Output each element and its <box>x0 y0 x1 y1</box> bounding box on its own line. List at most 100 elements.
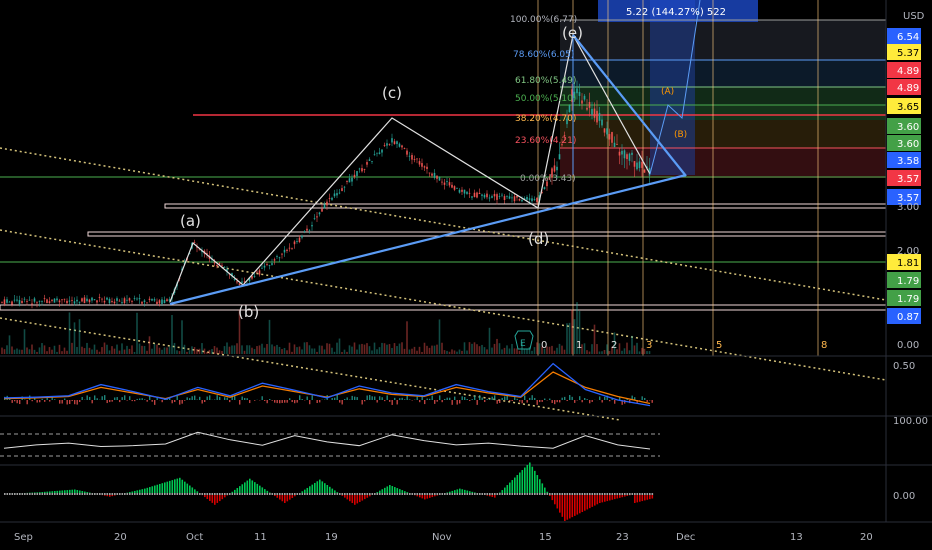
y-axis-label: 3.00 <box>897 202 919 213</box>
volume-bar <box>436 344 438 354</box>
volume-bar <box>128 348 131 354</box>
momentum-zero-dot <box>421 493 424 495</box>
price-badge <box>887 118 921 134</box>
momentum-zero-dot <box>21 493 24 495</box>
macd-pane <box>3 362 653 407</box>
candle-body <box>291 248 293 250</box>
macd-histogram-bar <box>641 396 643 400</box>
volume-bar <box>16 348 18 354</box>
momentum-bar <box>141 489 144 494</box>
candle-body <box>646 166 648 169</box>
price-badge-value: 4.89 <box>897 66 919 77</box>
candle-body <box>108 298 111 304</box>
price-badge <box>887 272 921 288</box>
candle-body <box>488 197 491 199</box>
momentum-bar <box>284 494 286 503</box>
momentum-zero-dot <box>231 493 234 495</box>
event-marker[interactable]: E <box>514 330 534 350</box>
candle-body <box>296 241 298 242</box>
candle-body <box>483 194 486 198</box>
momentum-zero-dot <box>651 493 654 495</box>
x-axis: Sep 20 Oct 11 19 Nov 15 23 Dec 13 20 <box>14 532 873 543</box>
momentum-bar <box>84 491 86 494</box>
macd-histogram-bar <box>301 399 303 400</box>
macd-histogram-bar <box>41 398 43 400</box>
momentum-bar <box>421 494 424 499</box>
volume-bar <box>221 350 223 354</box>
momentum-bar <box>404 491 406 494</box>
macd-histogram-bar <box>141 398 143 400</box>
candle-body <box>38 300 41 302</box>
momentum-zero-dot <box>294 493 296 495</box>
momentum-bar <box>554 494 556 505</box>
momentum-bar <box>596 494 599 505</box>
volume-bar <box>586 350 588 354</box>
volume-bar <box>588 351 591 354</box>
macd-histogram-bar <box>441 400 443 403</box>
price-badge-value: 3.57 <box>897 174 919 185</box>
candle-body <box>71 300 73 301</box>
macd-histogram-bar <box>354 396 356 400</box>
macd-histogram-bar <box>386 395 388 400</box>
momentum-bar <box>424 494 426 500</box>
momentum-zero-dot <box>146 493 149 495</box>
candle-body <box>321 208 323 212</box>
volume-bar <box>473 342 476 354</box>
macd-histogram-bar <box>246 398 248 400</box>
macd-histogram-bar <box>619 397 621 400</box>
candle-body <box>73 301 76 304</box>
volume-bar <box>546 346 548 354</box>
momentum-zero-dot <box>204 493 206 495</box>
momentum-zero-dot <box>631 493 634 495</box>
currency-selector[interactable]: USD <box>903 11 925 22</box>
candle-body <box>573 91 576 99</box>
momentum-zero-dot <box>379 493 381 495</box>
price-badge-value: 1.79 <box>897 276 919 287</box>
volume-bar <box>446 350 448 354</box>
momentum-zero-dot <box>541 493 544 495</box>
momentum-zero-dot <box>19 493 21 495</box>
momentum-bar <box>636 494 639 503</box>
volume-bar <box>213 346 216 354</box>
macd-histogram-bar <box>74 400 76 405</box>
momentum-bar <box>206 494 209 500</box>
volume-bar <box>103 342 106 354</box>
wave-label-e: (e) <box>562 24 583 42</box>
volume-bar <box>488 327 491 354</box>
volume-bar <box>68 312 71 354</box>
momentum-zero-dot <box>621 493 624 495</box>
volume-bar <box>318 345 321 354</box>
momentum-zero-dot <box>349 493 351 495</box>
momentum-zero-dot <box>49 493 51 495</box>
volume-bar <box>553 350 556 354</box>
volume-bar <box>283 347 286 354</box>
price-scale[interactable]: 6.54 5.37 4.89 4.89 3.65 3.60 3.60 3.58 3.57 3.57… <box>887 28 928 502</box>
macd-histogram-bar <box>346 397 348 400</box>
macd-histogram-bar <box>124 395 126 400</box>
candle-body <box>336 193 338 196</box>
candle-body <box>158 300 161 304</box>
candle-body <box>583 95 586 100</box>
candle-body <box>293 241 296 245</box>
momentum-zero-dot <box>179 493 181 495</box>
candle-body <box>226 269 228 272</box>
wave-label-d: (d) <box>528 230 549 248</box>
macd-histogram-bar <box>184 400 186 401</box>
momentum-bar <box>246 480 249 494</box>
macd-histogram-bar <box>294 400 296 404</box>
candle-body <box>393 141 396 145</box>
candle-body <box>46 299 48 304</box>
momentum-bar <box>161 483 164 494</box>
momentum-zero-dot <box>214 493 216 495</box>
momentum-zero-dot <box>161 493 164 495</box>
x-axis-label: 20 <box>860 532 873 543</box>
candle-body <box>206 253 208 255</box>
momentum-zero-dot <box>306 493 309 495</box>
macd-histogram-bar <box>71 400 73 402</box>
candle-body <box>78 301 81 303</box>
momentum-zero-dot <box>126 493 129 495</box>
momentum-zero-dot <box>331 493 334 495</box>
momentum-zero-dot <box>359 493 361 495</box>
macd-histogram-bar <box>49 400 51 402</box>
